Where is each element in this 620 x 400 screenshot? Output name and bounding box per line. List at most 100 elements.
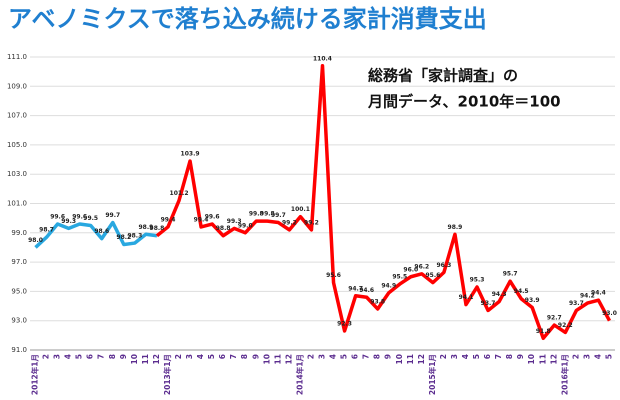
data-label: 103.9 — [181, 151, 200, 158]
data-label: 99.7 — [271, 212, 286, 219]
line-series — [34, 220, 158, 249]
x-tick-label: 8 — [240, 354, 249, 359]
data-label: 94.2 — [580, 293, 595, 300]
x-tick-label: 3 — [185, 354, 194, 359]
x-tick-label: 11 — [538, 354, 547, 364]
data-label: 98.6 — [94, 228, 109, 235]
x-tick-label: 4 — [461, 354, 470, 359]
x-tick-label: 5 — [340, 354, 349, 359]
x-tick-label: 10 — [395, 354, 404, 364]
x-tick-label: 2 — [571, 354, 580, 359]
data-label: 93.7 — [569, 300, 584, 307]
x-tick-label: 4 — [196, 354, 205, 359]
x-tick-label: 10 — [130, 354, 139, 364]
data-label: 96.3 — [437, 262, 452, 269]
x-tick-label: 12 — [284, 354, 293, 364]
x-tick-label: 2 — [439, 354, 448, 359]
data-label: 94.5 — [514, 288, 529, 295]
x-tick-label: 8 — [373, 354, 382, 359]
data-label: 98.9 — [448, 224, 463, 231]
data-label: 98.9 — [138, 224, 153, 231]
x-tick-label: 11 — [406, 354, 415, 364]
y-tick-label: 111.0 — [7, 53, 27, 61]
data-label: 93.8 — [370, 298, 385, 305]
x-tick-label: 2012年1月 — [30, 354, 40, 395]
data-label: 95.5 — [392, 274, 407, 281]
x-tick-label: 5 — [472, 354, 481, 359]
x-tick-label: 2 — [174, 354, 183, 359]
x-tick-label: 3 — [450, 354, 459, 359]
x-tick-label: 8 — [505, 354, 514, 359]
data-label: 91.8 — [536, 328, 551, 335]
x-tick-label: 5 — [207, 354, 216, 359]
x-tick-label: 9 — [516, 354, 525, 359]
data-label: 99.8 — [260, 211, 275, 218]
x-tick-label: 11 — [141, 354, 150, 364]
x-tick-label: 10 — [527, 354, 536, 364]
data-label: 110.4 — [313, 55, 332, 62]
x-tick-label: 5 — [604, 354, 613, 359]
data-label: 94.3 — [492, 291, 507, 298]
data-label: 99.2 — [304, 219, 319, 226]
x-tick-label: 5 — [75, 354, 84, 359]
data-label: 99.3 — [61, 218, 76, 225]
data-label: 94.9 — [381, 282, 396, 289]
x-tick-label: 12 — [549, 354, 558, 364]
data-label: 95.6 — [425, 272, 440, 279]
y-tick-label: 101.0 — [7, 200, 27, 208]
y-tick-label: 107.0 — [7, 112, 27, 120]
data-label: 92.7 — [547, 315, 562, 322]
data-label: 99.7 — [105, 212, 120, 219]
x-tick-label: 6 — [86, 354, 95, 359]
data-label: 94.4 — [591, 290, 606, 297]
x-tick-label: 3 — [53, 354, 62, 359]
data-label: 99.4 — [161, 216, 176, 223]
y-tick-label: 97.0 — [11, 258, 27, 266]
x-tick-label: 12 — [152, 354, 161, 364]
data-label: 100.1 — [291, 206, 310, 213]
data-label: 95.7 — [503, 271, 518, 278]
x-tick-label: 7 — [229, 354, 238, 359]
data-label: 99.4 — [194, 216, 209, 223]
x-tick-label: 2016年1月 — [559, 354, 569, 395]
data-label: 94.6 — [359, 287, 374, 294]
data-label: 92.2 — [558, 322, 573, 329]
y-tick-label: 93.0 — [11, 317, 27, 325]
data-label: 99.6 — [205, 214, 220, 221]
data-label: 93.9 — [525, 297, 540, 304]
data-label: 99.5 — [83, 215, 98, 222]
y-tick-label: 99.0 — [11, 229, 27, 237]
x-tick-label: 2013年1月 — [162, 354, 172, 395]
annotation: 月間データ、2010年＝100 — [367, 93, 561, 111]
data-label: 99.6 — [72, 214, 87, 221]
chart-title: アベノミクスで落ち込み続ける家計消費支出 — [8, 5, 487, 33]
data-label: 93.0 — [602, 310, 617, 317]
x-tick-label: 6 — [218, 354, 227, 359]
x-tick-label: 8 — [108, 354, 117, 359]
data-label: 95.6 — [326, 272, 341, 279]
y-tick-label: 105.0 — [7, 141, 27, 149]
x-tick-label: 2 — [306, 354, 315, 359]
data-label: 95.3 — [470, 277, 485, 284]
x-tick-label: 9 — [384, 354, 393, 359]
data-label: 94.1 — [459, 294, 474, 301]
data-label: 99.0 — [238, 222, 253, 229]
x-tick-label: 9 — [251, 354, 260, 359]
x-tick-label: 4 — [329, 354, 338, 359]
data-label: 98.2 — [116, 234, 131, 241]
x-tick-label: 3 — [318, 354, 327, 359]
data-label: 98.7 — [39, 227, 54, 234]
data-label: 92.3 — [337, 320, 352, 327]
x-tick-label: 3 — [582, 354, 591, 359]
x-tick-label: 10 — [262, 354, 271, 364]
data-label: 96.0 — [403, 266, 418, 273]
x-tick-label: 2014年1月 — [294, 354, 304, 395]
data-label: 99.3 — [227, 218, 242, 225]
y-tick-label: 103.0 — [7, 170, 27, 178]
data-label: 98.3 — [127, 233, 142, 240]
data-label: 99.6 — [50, 214, 65, 221]
x-tick-label: 2015年1月 — [427, 354, 437, 395]
x-tick-label: 12 — [417, 354, 426, 364]
data-label: 94.7 — [348, 285, 363, 292]
